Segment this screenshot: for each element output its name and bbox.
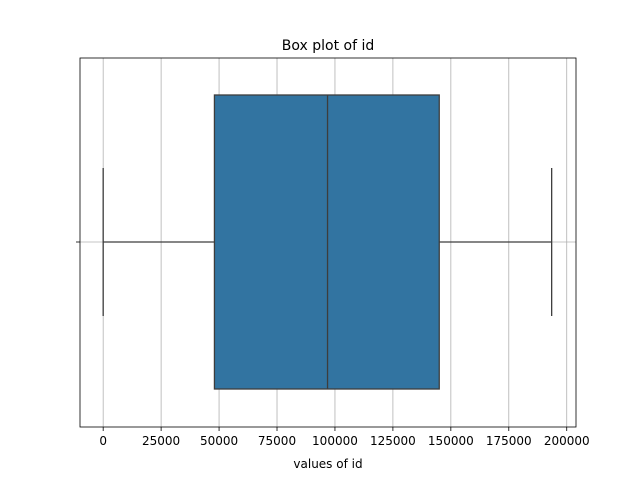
x-tick-label: 150000 xyxy=(428,434,474,448)
x-axis-ticks: 0 25000 50000 75000 100000 125000 150000 175000… xyxy=(99,427,590,448)
x-tick-label: 0 xyxy=(99,434,107,448)
chart-title: Box plot of id xyxy=(282,38,374,54)
x-axis-label: values of id xyxy=(293,457,362,471)
x-tick-label: 200000 xyxy=(544,434,590,448)
x-tick-label: 50000 xyxy=(200,434,238,448)
box-group xyxy=(102,94,553,390)
plot-frame xyxy=(79,57,577,428)
x-tick-label: 100000 xyxy=(312,434,358,448)
interquartile-box xyxy=(213,94,440,390)
x-tick-label: 75000 xyxy=(258,434,296,448)
x-tick-label: 125000 xyxy=(370,434,416,448)
x-tick-label: 25000 xyxy=(142,434,180,448)
x-tick-label: 175000 xyxy=(486,434,532,448)
